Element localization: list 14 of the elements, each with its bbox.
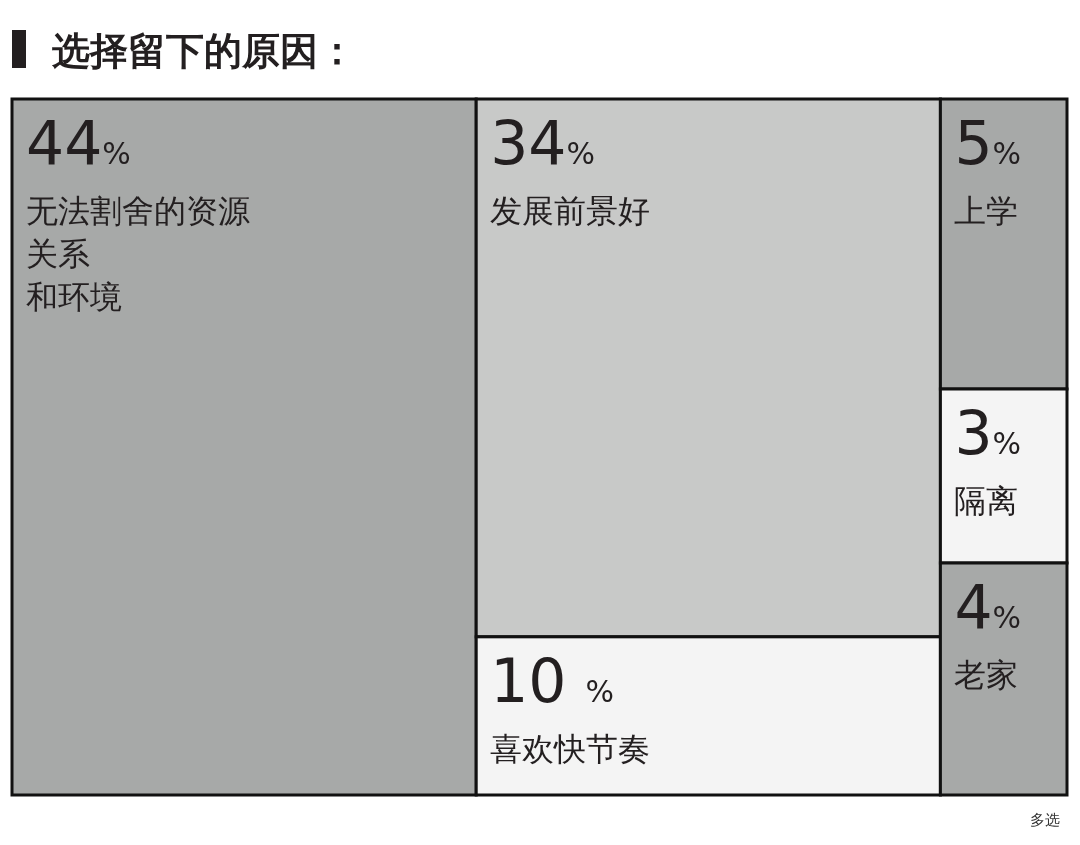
data-label: 5% [954,108,1022,178]
data-label: 44% [26,108,131,178]
text: 多选 [1030,811,1060,829]
data-label: 10 % [490,645,615,716]
category-label: 隔离 [954,482,1019,520]
text: 选择留下的原因： [51,29,356,73]
data-label: 34% [490,108,596,178]
category-label: 上学 [954,192,1019,230]
data-label: 3% [954,398,1022,468]
category-label: 老家 [954,656,1019,694]
data-label: 4% [954,572,1022,642]
category-label: 无法割舍的资源关系和环境 [26,192,250,316]
category-label: 喜欢快节奏 [490,729,651,768]
category-label: 发展前景好 [490,192,651,230]
